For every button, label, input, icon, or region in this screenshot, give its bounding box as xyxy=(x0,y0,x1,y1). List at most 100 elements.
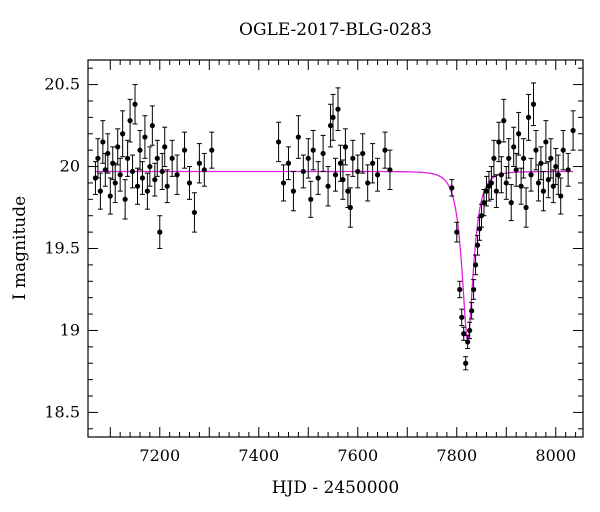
data-point xyxy=(467,327,473,334)
data-point xyxy=(493,188,499,194)
data-point xyxy=(134,183,141,189)
data-point xyxy=(340,177,346,183)
y-tick-label: 19.5 xyxy=(44,239,80,258)
data-point xyxy=(159,168,165,175)
data-point xyxy=(342,144,348,150)
data-point xyxy=(518,183,524,189)
data-point xyxy=(275,139,282,145)
data-point xyxy=(147,163,153,170)
data-point xyxy=(535,180,542,186)
data-point xyxy=(174,172,180,178)
data-point xyxy=(209,147,215,153)
data-point xyxy=(139,175,146,181)
data-point xyxy=(129,168,136,175)
data-point xyxy=(142,134,148,140)
data-point xyxy=(516,131,522,137)
data-point xyxy=(100,139,106,145)
data-point xyxy=(95,155,101,161)
data-point xyxy=(308,196,314,202)
x-tick-label: 7800 xyxy=(436,446,477,465)
data-point xyxy=(152,177,158,183)
data-point xyxy=(181,147,188,153)
data-point xyxy=(169,155,175,161)
data-point xyxy=(154,155,160,161)
y-tick-label: 20 xyxy=(60,157,80,176)
data-point xyxy=(565,167,571,173)
data-point xyxy=(320,150,326,157)
data-point xyxy=(560,147,566,153)
y-tick-label: 19 xyxy=(60,320,80,339)
data-point xyxy=(105,150,111,157)
data-point xyxy=(474,242,481,248)
y-tick-label: 18.5 xyxy=(44,402,80,421)
data-point xyxy=(457,286,463,293)
x-tick-label: 7200 xyxy=(139,446,180,465)
data-point xyxy=(157,229,163,235)
data-point xyxy=(310,147,316,153)
y-tick-label: 20.5 xyxy=(44,75,80,94)
data-point xyxy=(513,167,519,173)
data-point xyxy=(162,144,168,150)
x-tick-label: 7400 xyxy=(238,446,279,465)
data-point xyxy=(558,193,564,199)
data-point xyxy=(538,160,544,166)
data-point xyxy=(115,144,121,150)
data-point xyxy=(523,204,529,211)
data-point xyxy=(511,144,517,150)
data-point xyxy=(132,101,138,107)
data-point xyxy=(196,160,202,166)
data-point xyxy=(553,163,559,170)
data-point xyxy=(459,314,465,320)
data-point xyxy=(117,172,123,178)
data-point xyxy=(280,180,287,186)
data-point xyxy=(449,185,455,191)
data-point xyxy=(508,200,514,206)
data-point xyxy=(491,155,497,161)
data-point xyxy=(525,114,532,120)
data-point xyxy=(164,183,170,189)
data-point xyxy=(471,286,477,293)
data-point xyxy=(465,339,471,345)
model-curve xyxy=(95,170,574,342)
y-axis-label: I magnitude xyxy=(10,195,30,301)
data-point xyxy=(327,122,334,129)
data-point xyxy=(528,172,534,178)
data-point xyxy=(370,160,376,166)
data-point xyxy=(345,188,351,194)
data-point xyxy=(382,147,388,153)
data-point xyxy=(201,167,207,173)
chart-title: OGLE-2017-BLG-0283 xyxy=(239,20,432,40)
data-point xyxy=(454,229,460,235)
data-point xyxy=(530,101,537,107)
data-point xyxy=(461,331,467,337)
data-point xyxy=(127,118,133,124)
data-point xyxy=(488,180,495,186)
data-point xyxy=(102,167,108,173)
x-tick-label: 8000 xyxy=(535,446,576,465)
data-point xyxy=(387,167,393,173)
data-point xyxy=(365,180,371,186)
data-point xyxy=(548,155,554,161)
data-point xyxy=(285,160,292,166)
data-point xyxy=(481,200,487,206)
data-point xyxy=(501,118,507,124)
data-point xyxy=(144,188,150,194)
data-point xyxy=(360,150,366,157)
data-point xyxy=(112,180,118,186)
data-point xyxy=(503,180,509,186)
data-point xyxy=(469,308,475,314)
data-point xyxy=(350,155,356,161)
data-point xyxy=(483,188,490,194)
data-point xyxy=(463,360,469,366)
data-point xyxy=(374,172,381,178)
data-point xyxy=(330,114,336,120)
x-tick-label: 7600 xyxy=(337,446,378,465)
data-point xyxy=(137,147,143,153)
data-point xyxy=(533,147,539,153)
data-point xyxy=(332,172,339,178)
data-point xyxy=(300,168,306,175)
data-point xyxy=(120,131,126,137)
data-point xyxy=(149,122,155,129)
x-axis-label: HJD - 2450000 xyxy=(271,478,400,498)
